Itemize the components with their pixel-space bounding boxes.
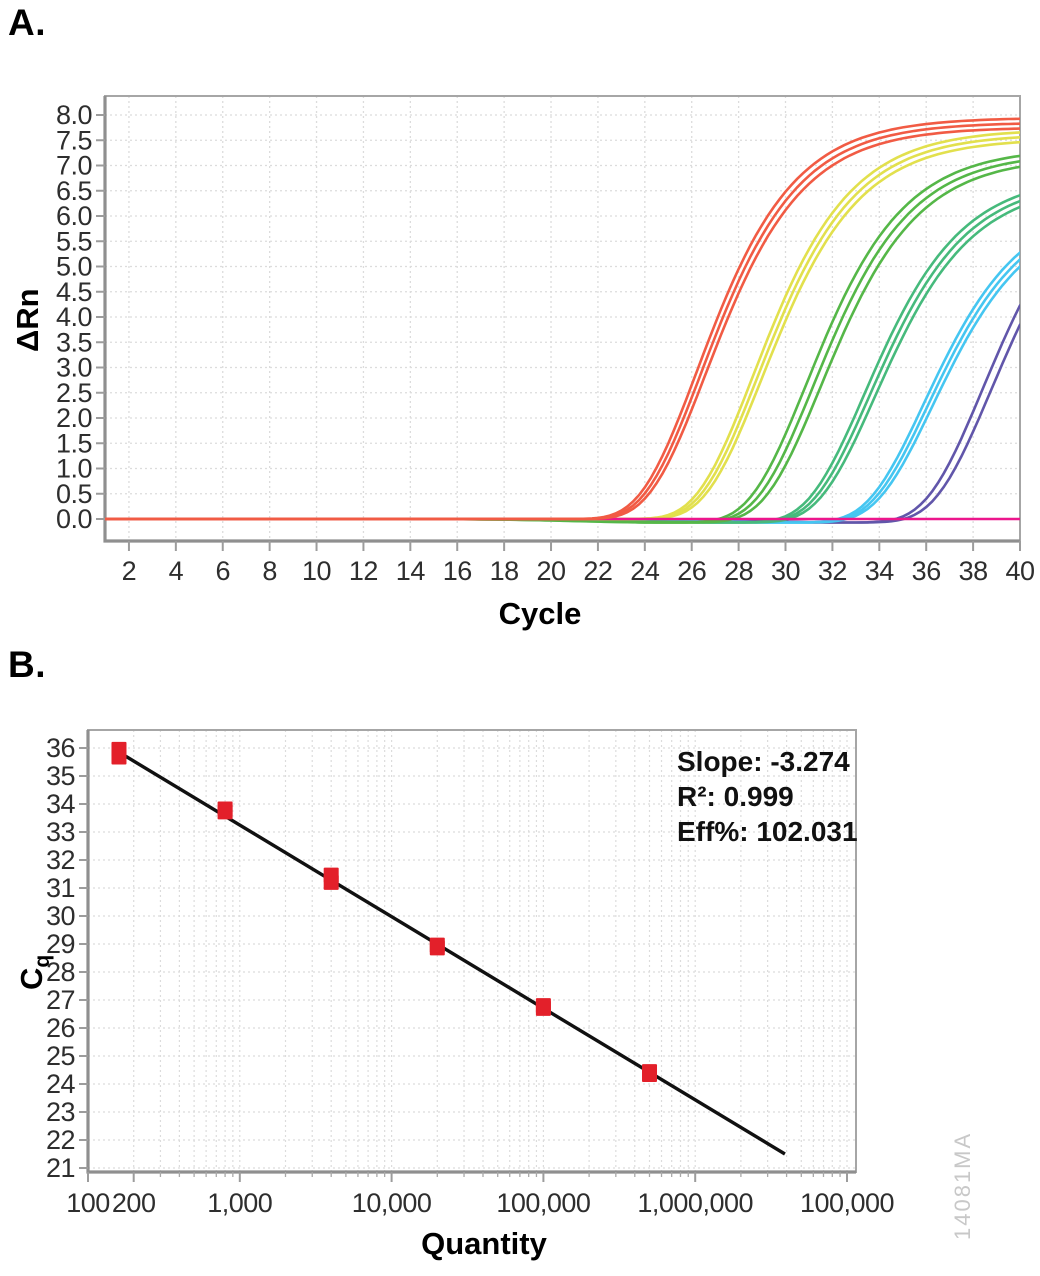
svg-text:32: 32	[46, 845, 75, 875]
svg-text:4.0: 4.0	[56, 302, 92, 332]
panel-a-frame	[104, 95, 1021, 542]
svg-text:31: 31	[46, 873, 75, 903]
panel-a-label: A.	[8, 2, 46, 43]
svg-text:20: 20	[537, 556, 566, 586]
svg-text:1.0: 1.0	[56, 454, 92, 484]
standard-curve-chart: 100 200 1,000 10,000 100,000 1,000,000 100,000…	[46, 729, 895, 1218]
svg-text:30: 30	[46, 901, 75, 931]
stat-efficiency: Eff%: 102.031	[677, 816, 858, 847]
panel-a-y-axis-title: ΔRn	[10, 288, 45, 352]
panel-b-tick-labels: 100 200 1,000 10,000 100,000 1,000,000 100,000…	[46, 733, 895, 1218]
standard-point	[323, 874, 339, 890]
svg-text:22: 22	[583, 556, 612, 586]
stat-slope: Slope: -3.274	[677, 746, 850, 777]
svg-text:32: 32	[818, 556, 847, 586]
panel-a-gridlines	[105, 96, 1021, 541]
svg-text:40: 40	[1005, 556, 1034, 586]
svg-text:24: 24	[46, 1069, 76, 1099]
panel-b-gridlines	[88, 730, 856, 1172]
svg-text:100,000: 100,000	[496, 1188, 590, 1218]
standard-point	[217, 804, 233, 820]
svg-text:36: 36	[46, 733, 75, 763]
svg-text:38: 38	[959, 556, 988, 586]
curve-standard-2	[105, 131, 1020, 521]
curve-standard-1-highest	[105, 117, 1020, 521]
regression-stats: Slope: -3.274 R²: 0.999 Eff%: 102.031	[677, 744, 858, 849]
standard-point	[429, 940, 445, 956]
svg-text:33: 33	[46, 817, 75, 847]
svg-text:6.5: 6.5	[56, 176, 92, 206]
figure-id-watermark: 14081MA	[950, 1131, 975, 1240]
svg-text:36: 36	[912, 556, 941, 586]
svg-text:7.5: 7.5	[56, 125, 92, 155]
cq-subscript: q	[31, 954, 54, 968]
panel-b-tick-marks	[79, 747, 848, 1182]
stat-r-squared: R²: 0.999	[677, 781, 794, 812]
svg-text:3.0: 3.0	[56, 353, 92, 383]
svg-text:2.0: 2.0	[56, 403, 92, 433]
svg-text:28: 28	[46, 957, 75, 987]
svg-text:4: 4	[169, 556, 184, 586]
svg-text:8: 8	[262, 556, 277, 586]
svg-text:23: 23	[46, 1097, 75, 1127]
svg-text:25: 25	[46, 1041, 75, 1071]
svg-text:26: 26	[46, 1013, 75, 1043]
svg-text:2: 2	[122, 556, 137, 586]
svg-text:12: 12	[349, 556, 378, 586]
amplification-curves	[105, 117, 1020, 524]
svg-text:14: 14	[396, 556, 426, 586]
svg-text:6.0: 6.0	[56, 201, 92, 231]
svg-text:1,000,000: 1,000,000	[637, 1188, 753, 1218]
svg-text:1,000: 1,000	[207, 1188, 272, 1218]
panel-a-tick-labels: 2 4 6 8 10 12 14 16 18 20 22 24 26 28 30 32 34 36 38 408.07…	[56, 100, 1035, 586]
svg-text:35: 35	[46, 761, 75, 791]
panel-b-x-axis-title: Quantity	[421, 1226, 547, 1261]
panel-b-y-axis-title: Cq	[14, 955, 55, 990]
panel-a-tick-marks	[96, 114, 1021, 551]
svg-text:200: 200	[112, 1188, 156, 1218]
svg-text:18: 18	[490, 556, 519, 586]
svg-text:26: 26	[677, 556, 706, 586]
svg-text:10: 10	[302, 556, 331, 586]
svg-text:34: 34	[865, 556, 895, 586]
panel-a-axes	[103, 96, 1020, 543]
standard-point	[535, 1000, 551, 1016]
svg-text:30: 30	[771, 556, 800, 586]
svg-text:3.5: 3.5	[56, 327, 92, 357]
cq-base: C	[14, 967, 49, 990]
svg-text:100,000: 100,000	[800, 1188, 894, 1218]
svg-text:34: 34	[46, 789, 76, 819]
svg-text:29: 29	[46, 929, 75, 959]
svg-text:27: 27	[46, 985, 75, 1015]
amplification-plot-chart: 2 4 6 8 10 12 14 16 18 20 22 24 26 28 30 32 34 36 38 408.07…	[56, 95, 1035, 586]
svg-text:2.5: 2.5	[56, 378, 92, 408]
panel-b-label: B.	[8, 644, 46, 685]
svg-text:0.0: 0.0	[56, 504, 92, 534]
svg-text:5.0: 5.0	[56, 252, 92, 282]
svg-text:10,000: 10,000	[352, 1188, 432, 1218]
svg-text:28: 28	[724, 556, 753, 586]
standard-points	[111, 741, 658, 1082]
svg-text:22: 22	[46, 1125, 75, 1155]
svg-text:6: 6	[215, 556, 230, 586]
svg-text:7.0: 7.0	[56, 151, 92, 181]
svg-text:8.0: 8.0	[56, 100, 92, 130]
standard-point	[111, 749, 127, 765]
svg-text:24: 24	[630, 556, 660, 586]
standard-point	[642, 1066, 658, 1082]
svg-text:16: 16	[443, 556, 472, 586]
panel-a-x-axis-title: Cycle	[498, 596, 582, 631]
curve-standard-3	[105, 154, 1020, 524]
svg-text:21: 21	[46, 1153, 75, 1183]
svg-text:5.5: 5.5	[56, 226, 92, 256]
svg-text:1.5: 1.5	[56, 428, 92, 458]
svg-text:0.5: 0.5	[56, 479, 92, 509]
svg-text:4.5: 4.5	[56, 277, 92, 307]
curve-standard-5	[105, 251, 1020, 524]
svg-text:100: 100	[66, 1188, 110, 1218]
